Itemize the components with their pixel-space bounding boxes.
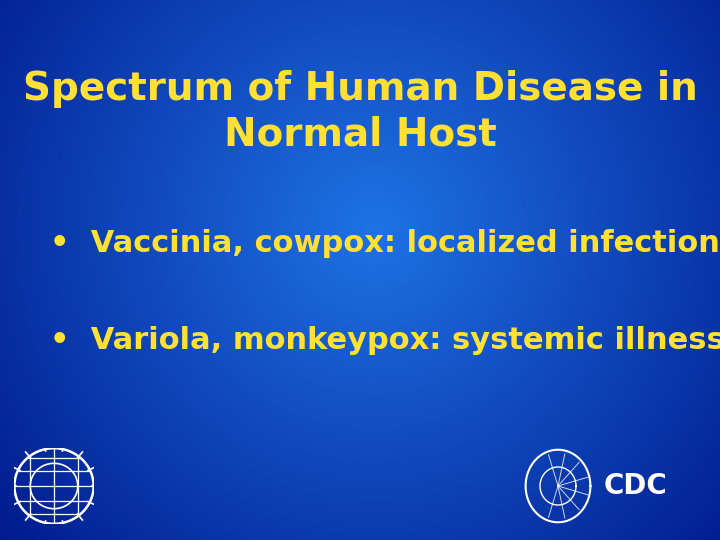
Text: •  Vaccinia, cowpox: localized infection.: • Vaccinia, cowpox: localized infection. (50, 228, 720, 258)
Text: CDC: CDC (603, 472, 667, 500)
Text: •  Variola, monkeypox: systemic illness.: • Variola, monkeypox: systemic illness. (50, 326, 720, 355)
Text: Spectrum of Human Disease in
Normal Host: Spectrum of Human Disease in Normal Host (22, 70, 698, 154)
